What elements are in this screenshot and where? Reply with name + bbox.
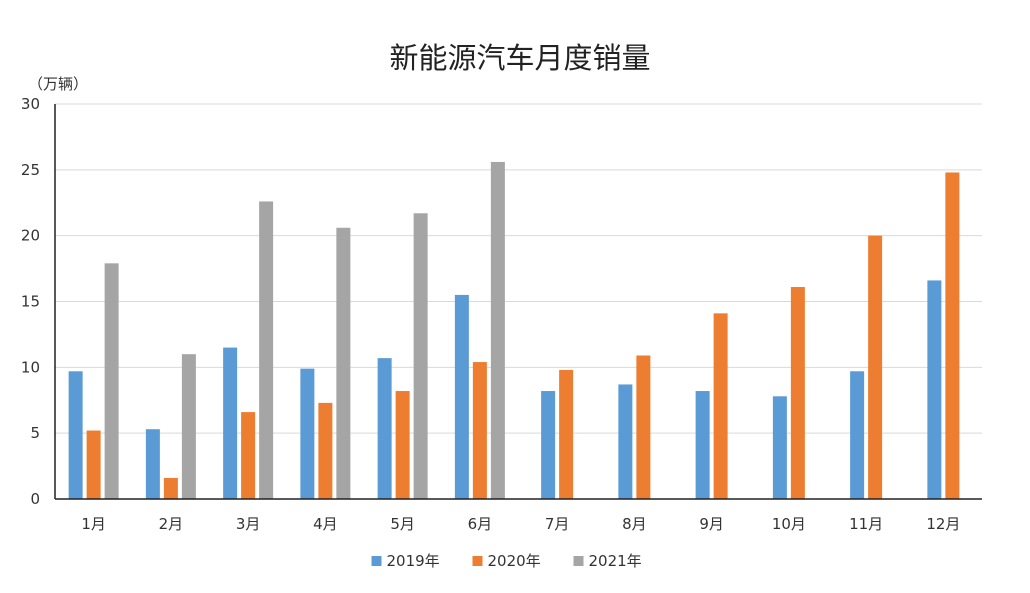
bar-2019年-6月 [454,294,469,499]
x-tick-label-5月: 5月 [390,515,415,533]
axes [54,104,982,500]
gridlines [55,103,982,434]
x-tick-label-7月: 7月 [545,515,570,533]
legend-label-2019年: 2019年 [387,552,440,570]
bar-2019年-1月 [68,371,83,499]
x-tick-label-2月: 2月 [159,515,184,533]
x-tick-labels: 1月 2月 3月 4月 5月 6月 7月 8月 9月 10月 11月 12月 [81,515,960,533]
y-tick-label-10: 10 [21,358,40,376]
bar-2020年-1月 [86,430,101,499]
bar-2021年-3月 [259,201,274,499]
bar-2019年-3月 [223,347,238,499]
bar-2019年-12月 [927,280,942,499]
bar-2019年-4月 [300,368,315,499]
x-tick-label-1月: 1月 [81,515,106,533]
y-tick-label-5: 5 [30,424,40,442]
bar-2020年-10月 [790,287,805,499]
bar-2019年-11月 [850,371,865,499]
bar-2020年-7月 [559,369,574,499]
legend-swatch-2019年 [371,556,382,566]
chart-title: 新能源汽车月度销量 [389,41,650,75]
bar-2021年-5月 [413,213,428,500]
y-axis-unit-label: （万辆） [28,75,88,93]
bar-2020年-11月 [868,235,883,499]
x-tick-label-9月: 9月 [699,515,724,533]
legend-item-2020年: 2020年 [472,552,541,570]
x-tick-label-10月: 10月 [772,515,806,533]
x-tick-label-6月: 6月 [468,515,493,533]
legend-item-2019年: 2019年 [371,552,440,570]
bar-2021年-6月 [490,161,505,499]
bar-2019年-9月 [695,391,710,499]
y-tick-label-15: 15 [21,293,40,311]
bar-2020年-5月 [395,391,410,499]
x-tick-label-12月: 12月 [926,515,960,533]
x-tick-label-8月: 8月 [622,515,647,533]
bar-2019年-8月 [618,384,633,499]
bar-2020年-2月 [163,477,178,499]
legend-label-2021年: 2021年 [589,552,642,570]
bar-2019年-10月 [772,396,787,499]
y-tick-label-0: 0 [30,490,40,508]
bar-2021年-1月 [104,263,119,499]
legend-swatch-2020年 [472,556,483,566]
legend: 2019年 2020年 2021年 [371,552,642,570]
bar-2019年-7月 [541,391,556,499]
bar-2020年-9月 [713,313,728,499]
bars-group [68,161,960,500]
x-tick-label-4月: 4月 [313,515,338,533]
x-tick-label-3月: 3月 [236,515,261,533]
y-tick-label-25: 25 [21,161,40,179]
y-tick-label-20: 20 [21,227,40,245]
y-tick-label-30: 30 [21,95,40,113]
bar-2021年-2月 [181,354,196,499]
legend-swatch-2021年 [573,556,584,566]
bar-2020年-3月 [241,412,256,499]
legend-item-2021年: 2021年 [573,552,642,570]
bar-2020年-8月 [636,355,651,499]
bar-2019年-5月 [377,358,392,499]
bar-2020年-12月 [945,172,960,499]
bar-2020年-4月 [318,402,333,499]
y-tick-labels: 0 5 10 15 20 25 30 [21,95,40,508]
bar-2021年-4月 [336,227,351,499]
bar-2019年-2月 [145,429,160,499]
x-tick-label-11月: 11月 [849,515,883,533]
bar-2020年-6月 [472,362,487,499]
legend-label-2020年: 2020年 [488,552,541,570]
